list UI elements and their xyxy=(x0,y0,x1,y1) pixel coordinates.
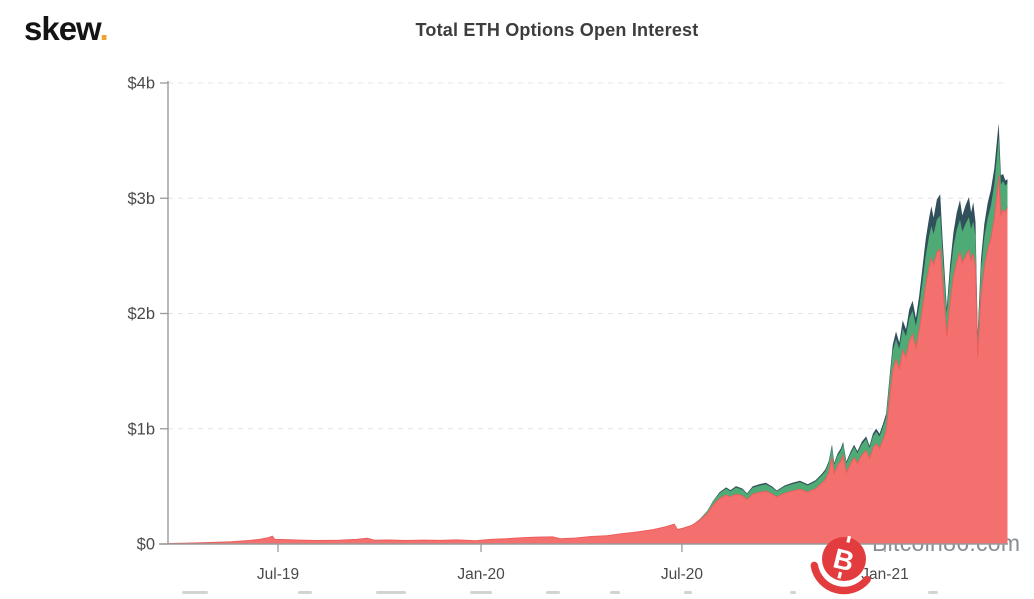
cutoff-legend-mark xyxy=(928,591,938,594)
x-tick-label: Jul-20 xyxy=(661,566,704,583)
x-tick-label: Jul-19 xyxy=(257,566,299,583)
skew-logo-text: skew xyxy=(24,10,101,47)
y-tick-label: $1b xyxy=(127,420,155,438)
x-tick-label: Jan-21 xyxy=(861,566,908,583)
cutoff-legend-mark xyxy=(610,591,620,594)
chart-title: Total ETH Options Open Interest xyxy=(415,20,699,40)
red-area-edge xyxy=(167,175,1008,544)
bitcoin-logo-swoosh xyxy=(810,561,871,595)
area-series-bottom-red xyxy=(167,175,1008,544)
cutoff-legend-mark xyxy=(684,591,692,594)
bitcoin-logo-circle xyxy=(822,537,866,581)
bitcoin-logo: B xyxy=(810,535,871,595)
cutoff-legend-mark xyxy=(376,591,406,594)
skew-logo: skew. xyxy=(24,10,109,48)
y-tick-label: $0 xyxy=(137,536,155,554)
cutoff-legend-mark xyxy=(182,591,208,594)
y-tick-label: $3b xyxy=(127,190,155,208)
cutoff-legend-mark xyxy=(546,591,560,594)
x-tick-label: Jan-20 xyxy=(457,566,505,583)
cutoff-legend-mark xyxy=(790,591,796,594)
cutoff-legend-mark xyxy=(470,591,492,594)
y-tick-label: $2b xyxy=(127,305,155,323)
skew-logo-dot: . xyxy=(99,10,109,47)
y-tick-label: $4b xyxy=(127,75,155,93)
cutoff-legend-mark xyxy=(298,591,312,594)
cutoff-legend-row xyxy=(160,591,1020,599)
